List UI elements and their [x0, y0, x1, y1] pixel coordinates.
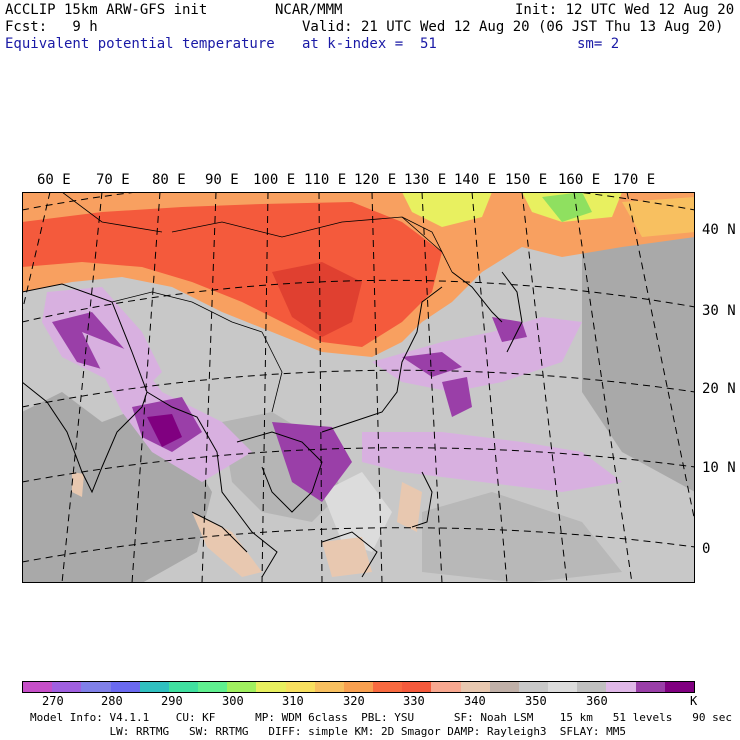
lon-label: 100 E: [253, 172, 296, 188]
lat-label: 40 N: [702, 222, 736, 238]
colorbar-label: 280: [101, 694, 123, 708]
colorbar-swatch: [606, 682, 636, 692]
colorbar-swatch: [81, 682, 111, 692]
moist-core-indochina: [272, 422, 352, 502]
colorbar-swatch: [373, 682, 403, 692]
cool-patch-green: [542, 192, 592, 222]
colorbar-swatch: [489, 682, 519, 692]
colorbar-swatch: [402, 682, 432, 692]
map-frame: [22, 192, 695, 583]
lon-label: 150 E: [505, 172, 548, 188]
lon-label: 80 E: [152, 172, 186, 188]
colorbar-swatch: [314, 682, 344, 692]
colorbar-label: 330: [403, 694, 425, 708]
colorbar-swatch: [518, 682, 549, 692]
coastlines: [22, 271, 523, 578]
colorbar-label: 320: [343, 694, 365, 708]
island-philippines: [397, 482, 422, 532]
colorbar-swatch: [431, 682, 461, 692]
valid-time: Valid: 21 UTC Wed 12 Aug 20 (06 JST Thu …: [302, 19, 724, 35]
colorbar-label: 350: [525, 694, 547, 708]
lon-label: 170 E: [613, 172, 656, 188]
ocean-shade-south: [422, 492, 622, 583]
moist-light-itcz: [362, 432, 622, 492]
moist-max-bengal: [147, 414, 182, 447]
colorbar-label: 290: [161, 694, 183, 708]
model-title: ACCLIP 15km ARW-GFS init: [5, 2, 208, 18]
ocean-light-scs: [322, 472, 392, 552]
lon-label: 140 E: [454, 172, 497, 188]
model-info-line1: Model Info: V4.1.1 CU: KF MP: WDM 6class…: [30, 711, 732, 724]
moist-core-okinawa: [402, 352, 462, 377]
hot-core-tibet: [272, 262, 362, 337]
lat-label: 0: [702, 541, 711, 557]
lat-label: 20 N: [702, 381, 736, 397]
colorbar-swatch: [110, 682, 140, 692]
ocean-shade-pacific: [582, 232, 695, 492]
colorbar-swatch: [548, 682, 578, 692]
lon-label: 60 E: [37, 172, 71, 188]
colorbar-swatch: [227, 682, 257, 692]
field-name: Equivalent potential temperature: [5, 36, 275, 52]
smoothing: sm= 2: [577, 36, 620, 52]
colorbar-swatch: [343, 682, 374, 692]
cool-patch-yellow: [402, 192, 492, 227]
lon-label: 130 E: [404, 172, 447, 188]
colorbar-swatch: [285, 682, 315, 692]
level-index: at k-index = 51: [302, 36, 437, 52]
graticule: [22, 192, 695, 583]
lon-label: 110 E: [304, 172, 347, 188]
colorbar-swatch: [460, 682, 490, 692]
colorbar-swatch: [23, 682, 53, 692]
colorbar-label: 300: [222, 694, 244, 708]
colorbar-label: 340: [464, 694, 486, 708]
colorbar-swatch: [52, 682, 82, 692]
island-sumatra: [192, 512, 262, 577]
theta-e-map: [22, 192, 695, 583]
colorbar-unit: K: [690, 694, 698, 708]
colorbar-swatch: [168, 682, 199, 692]
colorbar-swatch: [198, 682, 228, 692]
colorbar-label: 360: [586, 694, 608, 708]
island-sri-lanka: [72, 472, 84, 497]
lon-label: 90 E: [205, 172, 239, 188]
island-borneo: [322, 537, 372, 577]
forecast-hour: Fcst: 9 h: [5, 19, 98, 35]
lon-label: 70 E: [96, 172, 130, 188]
colorbar-swatch: [577, 682, 607, 692]
colorbar-label: 310: [282, 694, 304, 708]
lon-label: 160 E: [558, 172, 601, 188]
colorbar-swatch: [139, 682, 169, 692]
colorbar-swatch: [664, 682, 694, 692]
lon-label: 120 E: [354, 172, 397, 188]
colorbar-swatch: [256, 682, 286, 692]
colorbar-label: 270: [42, 694, 64, 708]
moist-core-japan-south: [492, 317, 527, 342]
lat-label: 30 N: [702, 303, 736, 319]
colorbar-swatch: [635, 682, 665, 692]
borders: [61, 192, 453, 413]
colorbar: [22, 681, 695, 693]
warm-patch-east: [622, 197, 695, 237]
lat-label: 10 N: [702, 460, 736, 476]
init-time: Init: 12 UTC Wed 12 Aug 20: [515, 2, 735, 18]
org-label: NCAR/MMM: [275, 2, 343, 18]
moist-core-typhoon: [442, 377, 472, 417]
model-info-line2: LW: RRTMG SW: RRTMG DIFF: simple KM: 2D …: [30, 725, 627, 738]
moist-light-pacific: [372, 317, 582, 392]
